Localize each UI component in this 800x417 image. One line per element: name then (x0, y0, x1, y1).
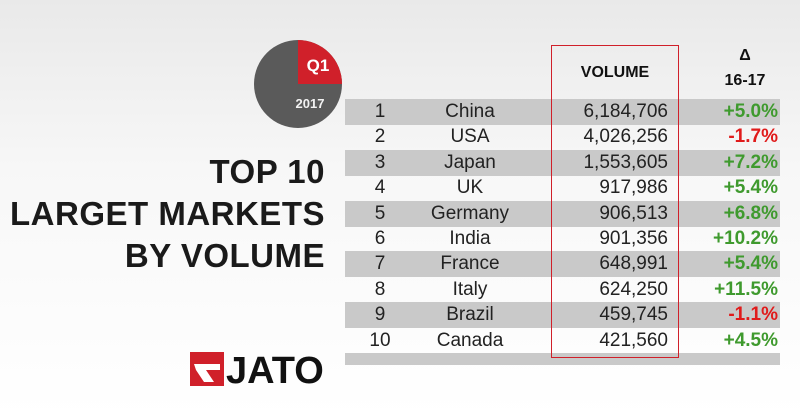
table-row: 1 China 6,184,706 +5.0% (345, 99, 780, 125)
table-row: 3 Japan 1,553,605 +7.2% (345, 149, 780, 176)
table-row: 9 Brazil 459,745 -1.1% (345, 302, 780, 329)
table-row: 7 France 648,991 +5.4% (345, 251, 780, 278)
rank: 7 (374, 253, 386, 275)
badge-quarter: Q1 (307, 56, 330, 75)
table-row: 8 Italy 624,250 +11.5% (345, 277, 780, 303)
change: -1.7% (728, 126, 778, 148)
volume: 901,356 (599, 228, 668, 249)
change: +7.2% (723, 151, 778, 173)
rank: 10 (369, 329, 391, 351)
change: +10.2% (713, 228, 778, 249)
rank: 8 (374, 278, 386, 300)
table-row: 4 UK 917,986 +5.4% (345, 175, 780, 201)
change-period: 16-17 (724, 72, 766, 89)
badge-year: 2017 (296, 96, 325, 111)
change: +11.5% (714, 278, 778, 300)
table-row: 6 India 901,356 +10.2% (345, 226, 780, 252)
title-line: BY VOLUME (124, 237, 325, 274)
volume: 421,560 (599, 329, 668, 351)
change-symbol: Δ (739, 47, 751, 64)
volume-header: VOLUME (580, 64, 650, 81)
table-row: 2 USA 4,026,256 -1.7% (345, 124, 780, 150)
quarter-badge: Q1 2017 (254, 40, 342, 128)
logo: JATO (190, 350, 324, 388)
title-line: TOP 10 (209, 153, 325, 190)
rank: 1 (374, 101, 386, 122)
volume: 917,986 (599, 177, 668, 199)
change: +5.4% (723, 253, 778, 275)
volume: 648,991 (599, 253, 668, 275)
country: Brazil (446, 304, 494, 326)
country: China (445, 101, 495, 122)
rank: 6 (374, 228, 386, 249)
country: UK (456, 177, 484, 199)
rank: 5 (374, 202, 386, 224)
change: +5.0% (723, 101, 778, 122)
rank: 4 (374, 177, 386, 199)
volume: 906,513 (599, 202, 668, 224)
country: Germany (430, 202, 510, 224)
volume: 4,026,256 (583, 126, 668, 148)
change: +4.5% (723, 329, 778, 351)
country: France (440, 253, 500, 275)
rank: 9 (374, 304, 386, 326)
volume: 459,745 (599, 304, 668, 326)
title-line: LARGET MARKETS (10, 195, 325, 232)
country: USA (450, 126, 490, 148)
change: +5.4% (723, 177, 778, 199)
table-row: 10 Canada 421,560 +4.5% (345, 328, 780, 354)
volume: 1,553,605 (583, 151, 668, 173)
volume: 624,250 (599, 278, 668, 300)
country: Canada (436, 329, 504, 351)
logo-text: JATO (226, 350, 324, 388)
table-footer (345, 353, 780, 365)
volume-highlight (551, 45, 679, 358)
change: -1.1% (728, 304, 778, 326)
rank: 2 (374, 126, 386, 148)
rank: 3 (374, 151, 386, 173)
country: India (449, 228, 491, 249)
change: +6.8% (723, 202, 778, 224)
country: Italy (452, 278, 488, 300)
table-row: 5 Germany 906,513 +6.8% (345, 200, 780, 227)
volume: 6,184,706 (583, 101, 668, 122)
country: Japan (444, 151, 496, 173)
